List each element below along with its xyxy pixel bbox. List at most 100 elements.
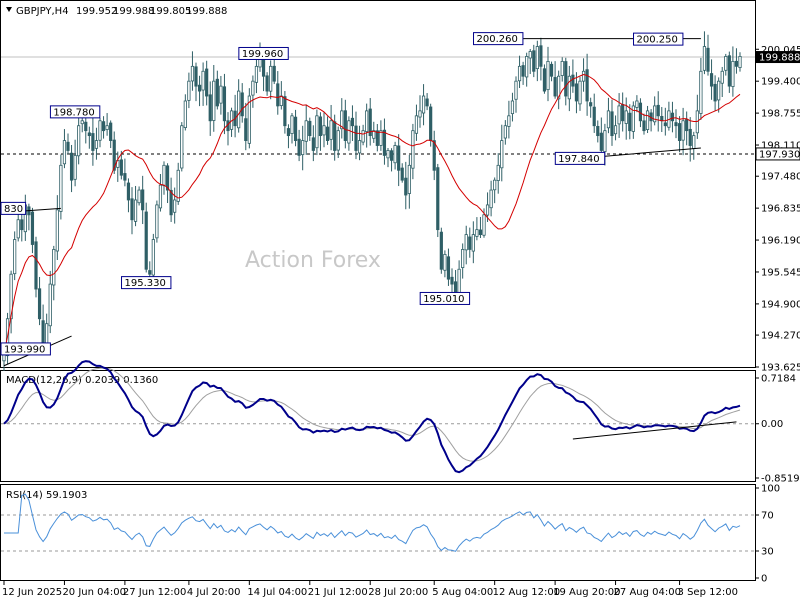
price-annotation-label: 200.250 <box>637 35 678 46</box>
candle-body <box>126 182 131 201</box>
candle-body <box>461 249 465 268</box>
candle-body <box>59 164 63 212</box>
time-axis-label: 27 Aug 04:00 <box>614 587 681 598</box>
candle-body <box>197 84 202 92</box>
candle-body <box>525 56 529 78</box>
candle-body <box>30 211 35 245</box>
header-close: 199.888 <box>186 6 227 17</box>
candle-body <box>713 83 717 102</box>
candle-body <box>592 106 596 127</box>
price-annotation-label: 199.960 <box>242 49 283 60</box>
time-axis-label: 14 Jul 04:00 <box>247 587 307 598</box>
candle-body <box>475 229 479 237</box>
candle-body <box>251 80 255 96</box>
rsi-y-tick-label: 100 <box>761 484 780 495</box>
candle-body <box>265 75 269 92</box>
price-annotation-box <box>554 151 606 165</box>
candle-body <box>272 65 276 82</box>
price-y-tick-label: 199.400 <box>761 77 800 88</box>
candle-body <box>496 164 500 181</box>
candle-body <box>247 95 251 144</box>
candle-body <box>535 46 539 70</box>
candle-body <box>606 110 611 129</box>
candle-body <box>692 135 696 149</box>
rsi-title: RSI(14) 59.1903 <box>6 490 87 501</box>
price-y-tick-label: 196.835 <box>761 204 800 215</box>
candle-body <box>439 231 443 270</box>
price-annotation-label: 193.990 <box>4 344 45 355</box>
candle-body <box>119 159 123 176</box>
candle-body <box>48 283 52 327</box>
candle-body <box>478 229 483 236</box>
candle-body <box>208 94 212 122</box>
candle-body <box>290 115 294 134</box>
candle-body <box>564 61 568 97</box>
candle-body <box>375 130 379 146</box>
candle-body <box>333 121 337 151</box>
candle-body <box>553 77 557 97</box>
candle-body <box>325 126 330 141</box>
price-panel-frame <box>0 0 756 368</box>
candle-body <box>581 70 586 82</box>
candle-body <box>66 141 70 151</box>
candle-body <box>571 74 575 87</box>
candle-body <box>503 125 507 139</box>
candle-body <box>624 110 628 124</box>
candle-body <box>141 189 145 211</box>
candle-body <box>279 95 283 107</box>
candle-body <box>429 106 433 141</box>
price-annotations: 830 193.990 198.780 195.330 199.960 195.010 20… <box>0 32 684 356</box>
rsi-panel-frame <box>0 484 756 581</box>
candle-body <box>720 70 724 84</box>
candle-body <box>133 199 138 222</box>
price-moving-average <box>3 73 741 354</box>
candle-body <box>621 104 625 122</box>
candle-body <box>240 92 244 117</box>
candle-body <box>144 211 148 270</box>
candle-body <box>347 120 351 144</box>
rsi-y-tick-label: 30 <box>761 547 774 558</box>
header-dropdown-icon[interactable] <box>6 7 12 12</box>
price-annotation-label: 197.840 <box>558 154 599 165</box>
candle-body <box>688 128 692 146</box>
candle-body <box>468 236 472 250</box>
candle-body <box>670 112 675 122</box>
candle-body <box>91 133 95 151</box>
candle-body <box>336 130 340 151</box>
candle-body <box>382 129 387 156</box>
macd-y-tick-label: 0.00 <box>761 419 783 430</box>
candle-body <box>343 110 347 141</box>
candle-body <box>105 125 109 130</box>
candle-body <box>485 204 490 216</box>
price-annotation-label: 830 <box>4 204 23 215</box>
watermark-text: Action Forex <box>245 248 381 273</box>
candle-body <box>539 45 543 67</box>
candle-body <box>425 98 429 107</box>
level-price-tag <box>755 147 800 161</box>
candle-body <box>293 116 298 141</box>
candle-body <box>464 234 468 251</box>
price-annotation-label: 195.330 <box>125 278 166 289</box>
price-annotation-box <box>419 291 471 305</box>
candle-body <box>301 140 305 156</box>
candle-body <box>482 214 486 236</box>
candle-body <box>521 65 525 77</box>
candle-body <box>724 56 728 71</box>
candle-body <box>407 164 411 194</box>
candle-body <box>379 130 383 146</box>
macd-panel-frame <box>0 370 756 482</box>
candle-body <box>617 105 621 125</box>
candle-body <box>297 138 301 156</box>
candle-body <box>350 117 355 127</box>
macd-title: MACD(12,26,9) 0.2039 0.1360 <box>6 375 158 386</box>
candle-body <box>205 68 209 97</box>
candle-body <box>574 83 579 102</box>
candle-body <box>414 115 419 134</box>
header-low: 199.805 <box>150 6 191 17</box>
candle-body <box>101 121 106 132</box>
candle-body <box>421 95 426 114</box>
candle-body <box>201 70 205 91</box>
candle-body <box>237 90 241 129</box>
price-y-tick-label: 197.480 <box>761 172 800 183</box>
candle-body <box>418 110 422 118</box>
